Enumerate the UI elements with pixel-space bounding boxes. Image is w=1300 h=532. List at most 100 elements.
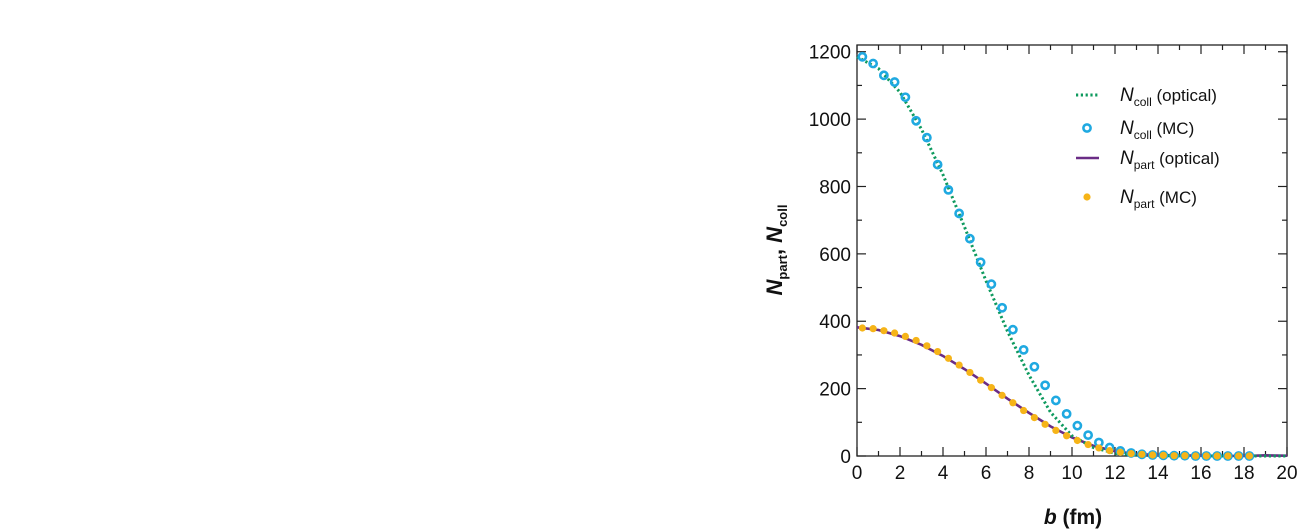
- data-point-npart_mc: [1116, 448, 1124, 456]
- legend-suffix: (MC): [1154, 188, 1196, 207]
- data-point-ncoll_mc: [943, 184, 954, 195]
- data-point-ncoll_mc: [997, 302, 1008, 313]
- data-point-npart_mc: [1170, 452, 1178, 460]
- y-tick-label: 600: [819, 245, 851, 266]
- y-tick-label: 400: [819, 312, 851, 333]
- x-tick-label: 20: [1276, 463, 1297, 484]
- legend-suffix: (MC): [1152, 119, 1194, 138]
- data-point-npart_mc: [1159, 451, 1167, 459]
- data-point-npart_mc: [1041, 420, 1049, 428]
- y-axis-sep: ,: [762, 243, 787, 255]
- legend-swatch-ncoll_mc: [1082, 123, 1092, 133]
- data-point-npart_mc: [1181, 452, 1189, 460]
- data-point-npart_mc: [869, 325, 877, 333]
- data-point-npart_mc: [1127, 450, 1135, 458]
- data-point-npart_mc: [1095, 444, 1103, 452]
- legend-item-npart_mc: Npart (MC): [1083, 187, 1197, 211]
- y-axis-label: Npart, Ncoll: [762, 205, 790, 296]
- data-point-npart_mc: [977, 376, 985, 384]
- data-point-ncoll_mc: [878, 70, 889, 81]
- y-tick-label: 200: [819, 380, 851, 401]
- data-point-ncoll_mc: [1050, 395, 1061, 406]
- legend-label-ncoll_mc: Ncoll (MC): [1120, 118, 1194, 142]
- data-point-npart_mc: [944, 354, 952, 362]
- data-point-ncoll_mc: [911, 115, 922, 126]
- legend-label-ncoll_optical: Ncoll (optical): [1120, 85, 1217, 109]
- axis-ticks: [856, 45, 1288, 457]
- series-line-npart_optical: [856, 326, 1288, 458]
- x-axis-var: b: [1044, 506, 1057, 529]
- x-tick-label: 4: [938, 463, 949, 484]
- data-point-ncoll_mc: [857, 51, 868, 62]
- x-tick-label: 18: [1233, 463, 1254, 484]
- x-tick-label: 12: [1104, 463, 1125, 484]
- x-tick-label: 0: [852, 463, 863, 484]
- y-axis-sub-1: part: [775, 254, 790, 279]
- data-point-ncoll_mc: [921, 132, 932, 143]
- data-point-npart_mc: [1030, 413, 1038, 422]
- y-tick-label: 1000: [809, 110, 851, 131]
- data-point-ncoll_mc: [1061, 408, 1072, 419]
- data-point-npart_mc: [1073, 436, 1081, 445]
- data-point-npart_mc: [1138, 450, 1146, 458]
- y-tick-label: 1200: [809, 43, 851, 64]
- legend-sub: part: [1134, 197, 1155, 211]
- data-point-npart_mc: [1213, 452, 1221, 460]
- x-tick-label: 2: [895, 463, 906, 484]
- legend-suffix: (optical): [1152, 86, 1217, 105]
- data-point-npart_mc: [912, 336, 920, 345]
- y-axis-var-2: N: [762, 226, 787, 243]
- y-tick-label: 800: [819, 177, 851, 198]
- legend-sub: coll: [1134, 95, 1152, 109]
- data-point-ncoll_mc: [868, 58, 879, 69]
- data-point-ncoll_mc: [1018, 344, 1029, 355]
- data-point-npart_mc: [1052, 426, 1060, 434]
- x-axis-label: b (fm): [1044, 506, 1102, 529]
- data-point-ncoll_mc: [954, 208, 965, 219]
- data-point-ncoll_mc: [1007, 324, 1018, 335]
- x-tick-label: 6: [981, 463, 992, 484]
- legend-var: N: [1120, 85, 1134, 106]
- data-point-npart_mc: [998, 391, 1006, 399]
- legend-var: N: [1120, 187, 1134, 208]
- data-point-ncoll_mc: [1072, 420, 1083, 431]
- data-point-npart_mc: [966, 368, 974, 377]
- data-point-npart_mc: [955, 361, 963, 369]
- x-tick-label: 16: [1190, 463, 1211, 484]
- legend: Ncoll (optical)Ncoll (MC)Npart (optical)…: [1076, 85, 1220, 211]
- data-point-npart_mc: [1020, 406, 1028, 415]
- series-line-ncoll_optical: [856, 55, 1287, 458]
- legend-item-ncoll_optical: Ncoll (optical): [1076, 85, 1217, 109]
- x-axis-unit: (fm): [1057, 506, 1103, 529]
- data-point-ncoll_mc: [975, 257, 986, 268]
- legend-item-ncoll_mc: Ncoll (MC): [1082, 118, 1194, 142]
- data-point-npart_mc: [1224, 452, 1232, 460]
- data-point-npart_mc: [1009, 399, 1017, 407]
- legend-sub: coll: [1134, 128, 1152, 142]
- data-point-npart_mc: [1149, 451, 1157, 459]
- legend-sub: part: [1134, 158, 1155, 172]
- data-point-npart_mc: [901, 332, 909, 341]
- data-point-npart_mc: [923, 342, 931, 350]
- legend-suffix: (optical): [1154, 149, 1219, 168]
- data-point-npart_mc: [1192, 452, 1200, 460]
- data-point-npart_mc: [934, 347, 942, 356]
- legend-var: N: [1120, 118, 1134, 139]
- data-point-ncoll_mc: [900, 92, 911, 103]
- data-point-ncoll_mc: [889, 77, 900, 87]
- data-point-npart_mc: [880, 327, 888, 335]
- data-point-npart_mc: [1245, 452, 1253, 460]
- data-point-npart_mc: [987, 384, 995, 392]
- data-point-ncoll_mc: [986, 279, 997, 290]
- y-axis-var-1: N: [762, 278, 787, 295]
- data-point-npart_mc: [891, 329, 899, 337]
- data-point-npart_mc: [1084, 440, 1092, 449]
- legend-label-npart_mc: Npart (MC): [1120, 187, 1197, 211]
- data-point-ncoll_mc: [1040, 380, 1051, 391]
- data-point-npart_mc: [858, 324, 866, 332]
- legend-swatch-npart_mc: [1083, 193, 1091, 201]
- data-point-ncoll_mc: [932, 159, 943, 170]
- data-point-ncoll_mc: [964, 233, 975, 244]
